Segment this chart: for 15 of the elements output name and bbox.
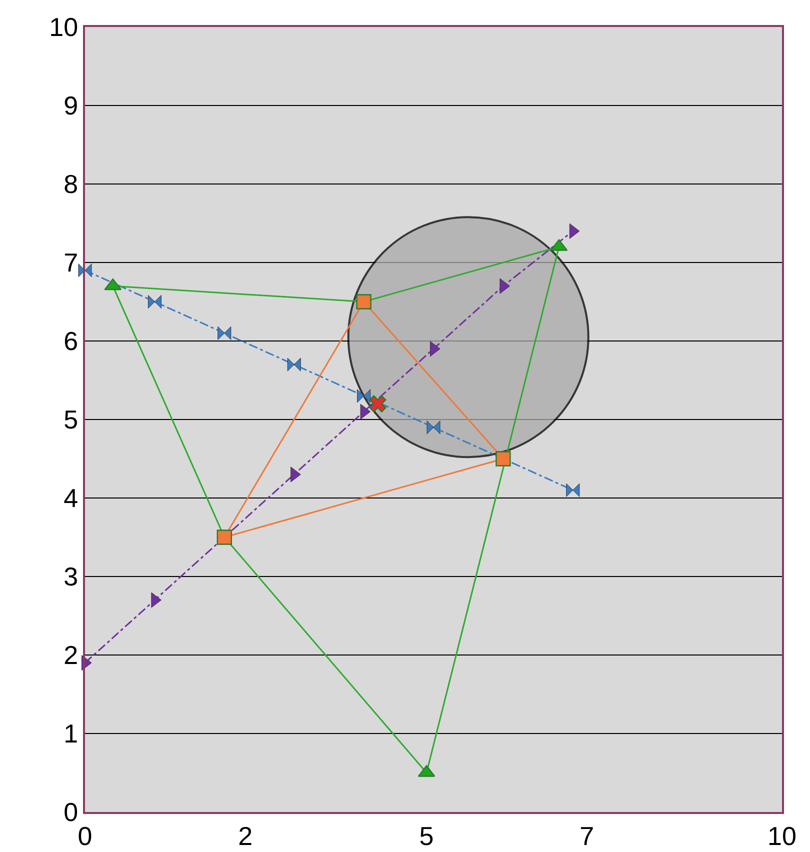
y-tick-label: 6 [64, 326, 78, 356]
x-tick-label: 5 [419, 820, 434, 851]
x-tick-label: 10 [768, 820, 796, 851]
y-tick-label: 3 [64, 562, 78, 592]
y-tick-label: 9 [64, 90, 78, 121]
x-tick-label: 2 [238, 820, 253, 851]
y-tick-label: 7 [64, 248, 78, 278]
y-tick-label: 8 [64, 169, 78, 200]
x-tick-label: 7 [580, 820, 594, 851]
y-tick-label: 2 [64, 640, 78, 670]
y-tick-label: 0 [64, 797, 78, 828]
y-tick-label: 5 [64, 404, 78, 435]
y-tick-label: 10 [49, 12, 78, 42]
y-tick-label: 4 [64, 483, 78, 514]
y-tick-label: 1 [64, 718, 78, 749]
